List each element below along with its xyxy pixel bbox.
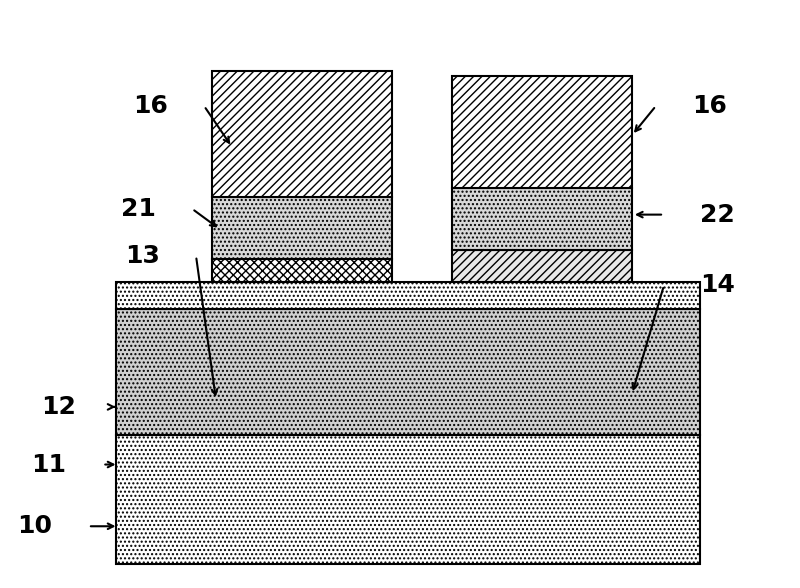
Bar [116,435,700,564]
Text: 21: 21 [121,197,156,220]
Text: 10: 10 [17,514,52,538]
Bar [452,250,632,282]
Text: 16: 16 [692,94,727,118]
Text: 22: 22 [700,203,734,226]
Bar [212,259,392,282]
Bar [116,309,700,435]
Bar [212,71,392,197]
Bar [452,76,632,188]
Bar [212,197,392,259]
Text: 14: 14 [700,273,735,297]
Text: 16: 16 [133,94,168,118]
Text: 11: 11 [31,453,66,476]
Bar [452,188,632,250]
Text: 13: 13 [125,244,160,268]
Bar [116,282,700,309]
Text: 12: 12 [41,395,76,419]
